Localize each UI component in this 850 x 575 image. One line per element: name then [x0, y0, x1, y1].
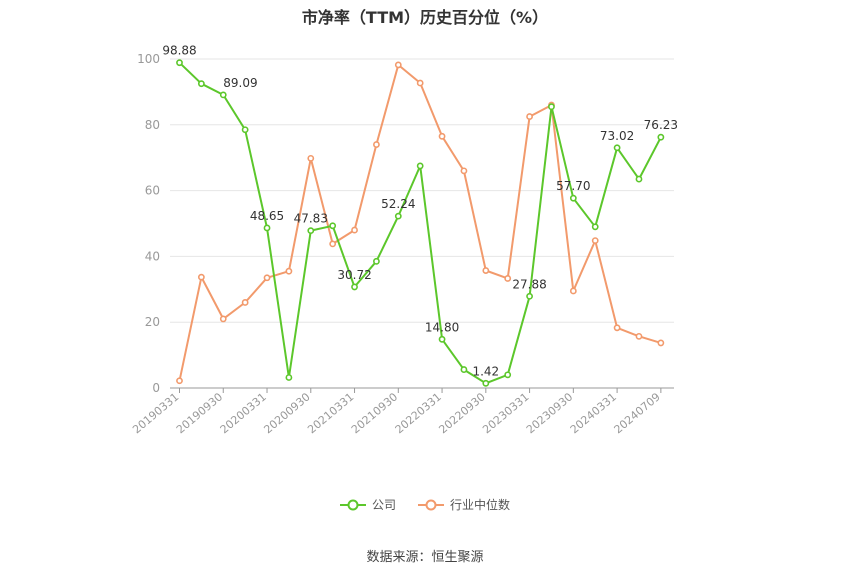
data-point-0: [197, 80, 205, 88]
data-point-1: [460, 167, 468, 175]
x-tick-label: 20230331: [480, 390, 531, 436]
data-point-0: [241, 126, 249, 134]
x-tick-label: 20240331: [568, 390, 619, 436]
y-tick-label: 60: [145, 184, 160, 198]
legend-label-industry-median: 行业中位数: [450, 498, 511, 512]
legend-item-industry-median[interactable]: 行业中位数: [418, 496, 510, 513]
data-point-1: [241, 299, 249, 306]
x-tick-label: 20220331: [393, 390, 444, 436]
data-point-1: [504, 275, 512, 282]
data-point-1: [394, 61, 402, 69]
data-point-1: [438, 132, 446, 140]
legend: 公司 行业中位数: [0, 496, 850, 513]
data-point-1: [351, 226, 358, 234]
data-point-1: [613, 324, 621, 332]
x-tick-label: 20210331: [305, 390, 356, 436]
source-note: 数据来源：恒生聚源: [366, 550, 484, 565]
data-point-0: [394, 212, 402, 220]
data-point-1: [329, 240, 337, 248]
series-line-0: [178, 61, 662, 385]
legend-swatch-industry-median: [418, 499, 444, 510]
data-label: 57.70: [556, 179, 590, 193]
data-point-0: [569, 194, 577, 202]
data-point-0: [373, 257, 380, 265]
data-label: 73.02: [600, 129, 634, 143]
data-point-1: [635, 332, 643, 340]
data-point-0: [635, 175, 643, 183]
data-label: 76.23: [644, 118, 678, 132]
legend-item-company[interactable]: 公司: [339, 496, 396, 513]
y-tick-label: 20: [145, 315, 160, 329]
data-point-0: [416, 162, 424, 170]
data-point-1: [416, 79, 424, 87]
chart-area: 0 20 40 60 80 100 2019033120190930202003312020…: [130, 44, 678, 437]
data-point-0: [219, 91, 227, 99]
data-point-0: [263, 224, 271, 232]
data-point-0: [613, 144, 621, 152]
data-point-1: [307, 154, 315, 162]
data-label: 47.83: [294, 212, 328, 226]
x-tick-label: 20200331: [218, 390, 269, 436]
data-point-1: [197, 273, 205, 281]
data-point-0: [526, 292, 533, 300]
data-label: 89.09: [223, 76, 257, 90]
data-point-0: [285, 374, 293, 381]
data-point-0: [504, 371, 512, 379]
data-point-0: [482, 379, 490, 387]
data-point-1: [219, 315, 227, 323]
y-tick-label: 80: [145, 118, 160, 132]
data-label: 98.88: [162, 44, 196, 58]
data-point-1: [263, 274, 271, 282]
x-tick-label: 20240709: [612, 390, 663, 436]
x-tick-label: 20220930: [436, 390, 487, 436]
data-point-0: [438, 335, 446, 343]
data-point-0: [548, 103, 555, 111]
legend-label-company: 公司: [371, 498, 396, 512]
data-label: 48.65: [250, 209, 284, 223]
data-label: 52.24: [381, 197, 415, 211]
data-point-1: [657, 339, 665, 347]
y-tick-label: 40: [145, 249, 160, 263]
data-label: 1.42: [472, 364, 499, 378]
legend-swatch-company: [339, 499, 366, 510]
data-point-1: [482, 267, 490, 274]
data-point-0: [657, 133, 665, 141]
data-label: 30.72: [337, 268, 371, 282]
data-point-1: [526, 113, 533, 120]
chart-title: 市净率（TTM）历史百分位（%）: [301, 8, 549, 27]
y-tick-label: 0: [152, 381, 160, 395]
data-point-0: [176, 59, 183, 67]
data-label: 14.80: [425, 320, 459, 334]
data-point-0: [460, 366, 468, 373]
x-tick-label: 20210930: [349, 390, 400, 436]
data-point-1: [176, 377, 183, 385]
x-tick-label: 20190331: [130, 390, 181, 436]
data-point-0: [351, 283, 358, 291]
data-point-1: [591, 237, 599, 245]
data-point-1: [569, 287, 577, 295]
x-tick-label: 20190930: [174, 390, 225, 436]
data-label: 27.88: [512, 277, 546, 291]
data-point-0: [307, 227, 315, 235]
data-point-1: [285, 267, 293, 275]
data-point-1: [373, 141, 380, 148]
data-point-0: [329, 222, 337, 230]
data-point-0: [591, 223, 599, 231]
x-tick-label: 20230930: [524, 390, 575, 436]
x-tick-label: 20200930: [261, 390, 312, 436]
y-tick-label: 100: [137, 52, 160, 66]
